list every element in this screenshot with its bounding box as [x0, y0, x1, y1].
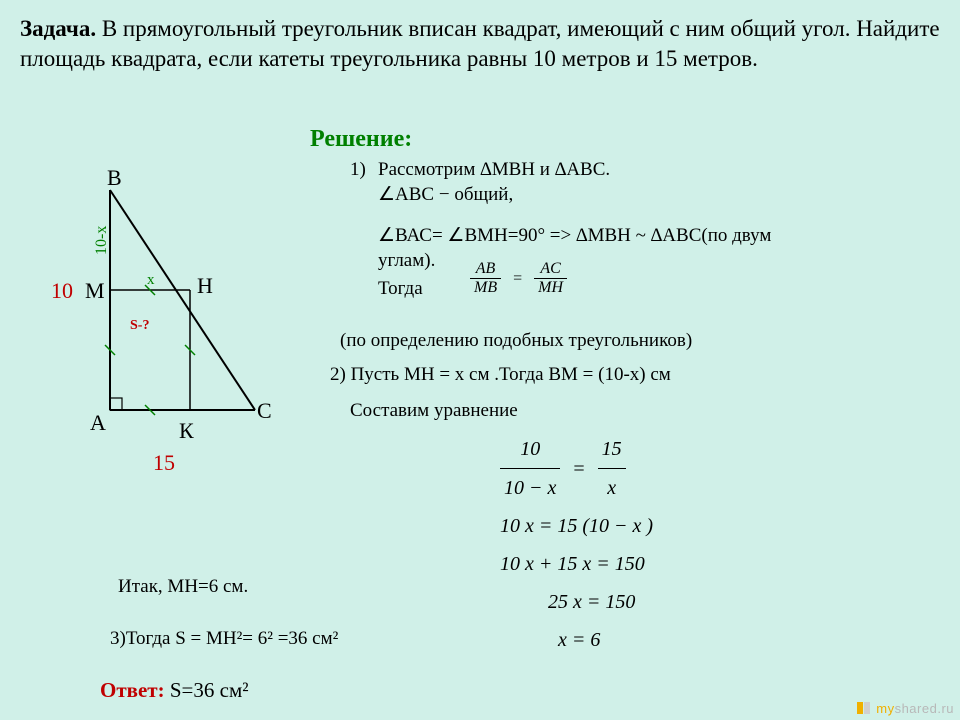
diagram-svg — [35, 160, 295, 460]
label-h: Н — [197, 273, 213, 299]
frac-ab: AB — [470, 260, 501, 278]
problem-lead: Задача. — [20, 16, 96, 41]
label-k: К — [179, 418, 194, 444]
eq-f1-ln: 10 — [500, 430, 560, 468]
solution-heading: Решение: — [310, 126, 412, 153]
label-fifteen: 15 — [153, 450, 175, 476]
eq-line-5: x = 6 — [500, 621, 653, 659]
answer-label: Ответ: — [100, 678, 165, 702]
step-1-line-b: ∠АВС − общий, — [378, 184, 513, 205]
equation-block: 1010 − x = 15x 10 x = 15 (10 − x ) 10 x … — [500, 430, 653, 659]
label-m: М — [85, 278, 105, 304]
label-ten: 10 — [51, 278, 73, 304]
step-3: 3)Тогда S = МН²= 6² =36 см² — [110, 628, 338, 650]
step-1-line-a: Рассмотрим ∆МВН и ∆АВС. — [378, 159, 610, 180]
eq-line-4: 25 x = 150 — [500, 583, 653, 621]
label-x: х — [147, 272, 155, 289]
label-s: S-? — [130, 318, 149, 334]
label-a: А — [90, 410, 106, 436]
eq-f1-rd: x — [598, 468, 626, 507]
frac-mh: MH — [534, 278, 567, 297]
proportion: ABMB = ACMH — [470, 260, 567, 297]
label-c: С — [257, 398, 272, 424]
wm-my: my — [876, 701, 894, 716]
book-icon — [856, 700, 872, 716]
step-1-c: ∠ВАС= ∠ВМН=90° => ∆МВН ~ ∆АВС(по двум уг… — [378, 224, 808, 273]
problem-text: В прямоугольный треугольник вписан квадр… — [20, 16, 940, 71]
triangle-diagram: В М Н А С К 10 15 10-х х S-? — [35, 160, 295, 460]
equals-sign: = — [505, 270, 530, 288]
step-1-number: 1) — [350, 158, 366, 183]
answer-value: S=36 см² — [165, 678, 249, 702]
wm-shared: shared — [895, 701, 938, 716]
eq-f1-ld: 10 − x — [500, 468, 560, 507]
eq-line-2: 10 x = 15 (10 − x ) — [500, 507, 653, 545]
problem-statement: Задача. В прямоугольный треугольник впис… — [0, 0, 960, 74]
label-b: В — [107, 165, 122, 191]
step-2: 2) Пусть МН = х см .Тогда ВМ = (10-х) см — [330, 364, 671, 386]
by-definition: (по определению подобных треугольников) — [340, 330, 692, 352]
compose-equation: Составим уравнение — [350, 400, 518, 422]
eq-f1-rn: 15 — [598, 430, 626, 468]
itak: Итак, МН=6 см. — [118, 576, 248, 598]
eq-line-3: 10 x + 15 x = 150 — [500, 545, 653, 583]
step-1-then: Тогда — [378, 278, 423, 300]
answer: Ответ: S=36 см² — [100, 678, 249, 703]
watermark: myshared.ru — [856, 700, 954, 716]
step-1-a: 1) Рассмотрим ∆МВН и ∆АВС. ∠АВС − общий, — [378, 158, 610, 207]
frac-ac: AC — [534, 260, 567, 278]
wm-ru: .ru — [937, 701, 954, 716]
label-10-x: 10-х — [93, 226, 111, 255]
frac-mb: MB — [470, 278, 501, 297]
